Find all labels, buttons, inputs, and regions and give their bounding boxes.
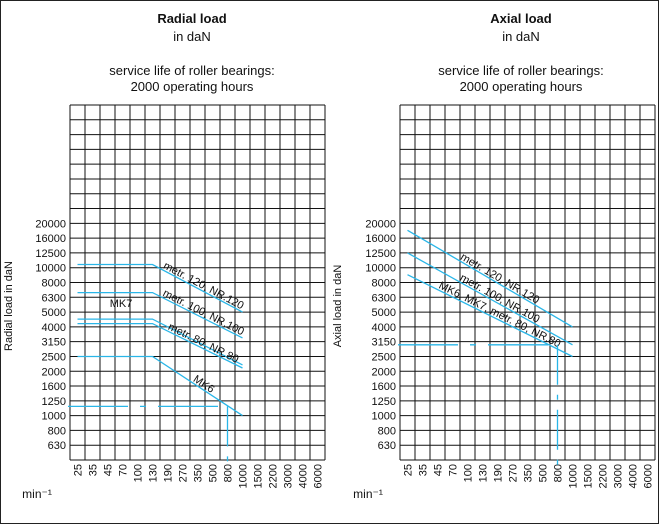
- x-axis-unit-label: min⁻¹: [353, 487, 383, 501]
- series-line: [77, 322, 243, 369]
- chart-grid: [399, 104, 656, 461]
- x-tick-label: 1000: [238, 464, 250, 488]
- series-line: [407, 252, 573, 346]
- chart-subtitle-hours: 2000 operating hours: [131, 79, 254, 94]
- chart-subtitle-life: service life of roller bearings:: [109, 63, 274, 78]
- x-tick-label: 130: [478, 464, 490, 482]
- chart-title: Axial load: [490, 11, 551, 26]
- x-tick-label: 500: [208, 464, 220, 482]
- y-tick-label: 800: [48, 425, 66, 437]
- series-line: [407, 229, 573, 328]
- y-tick-label: 8000: [42, 278, 66, 290]
- x-tick-label: 4000: [298, 464, 310, 488]
- x-tick-label: 800: [223, 464, 235, 482]
- x-tick-label: 2200: [598, 464, 610, 488]
- x-tick-label: 100: [133, 464, 145, 482]
- y-tick-label: 1250: [42, 396, 66, 408]
- y-tick-label: 3150: [372, 337, 396, 349]
- x-tick-label: 800: [553, 464, 565, 482]
- y-tick-label: 2500: [42, 351, 66, 363]
- series-line: [407, 274, 573, 358]
- chart-subtitle-unit: in daN: [502, 29, 540, 44]
- x-tick-label: 100: [463, 464, 475, 482]
- y-tick-label: 20000: [35, 218, 66, 230]
- x-tick-label: 2200: [268, 464, 280, 488]
- x-tick-label: 6000: [313, 464, 325, 488]
- x-tick-label: 70: [118, 464, 130, 476]
- y-tick-label: 1250: [372, 396, 396, 408]
- x-tick-label: 270: [508, 464, 520, 482]
- y-tick-label: 6300: [42, 292, 66, 304]
- series-label: MK6, MK7, metr. 80, NR.80: [437, 280, 563, 351]
- y-tick-label: 630: [48, 440, 66, 452]
- x-tick-label: 70: [448, 464, 460, 476]
- y-axis-label: Axial load in daN: [332, 265, 344, 348]
- series-line: [77, 291, 243, 339]
- x-tick-label: 45: [433, 464, 445, 476]
- y-tick-label: 1000: [372, 411, 396, 423]
- chart-panel-radial: Radial load in daN service life of roller …: [3, 11, 326, 501]
- x-axis-unit-label: min⁻¹: [22, 487, 52, 501]
- chart-panel-axial: Axial load in daN service life of roller b…: [332, 11, 656, 501]
- x-tick-label: 190: [163, 464, 175, 482]
- y-tick-label: 5000: [372, 307, 396, 319]
- y-tick-label: 16000: [365, 233, 396, 245]
- y-tick-label: 4000: [372, 322, 396, 334]
- y-tick-label: 5000: [42, 307, 66, 319]
- y-tick-label: 1600: [42, 381, 66, 393]
- x-tick-label: 350: [523, 464, 535, 482]
- x-tick-label: 130: [148, 464, 160, 482]
- chart-subtitle-life: service life of roller bearings:: [438, 63, 603, 78]
- x-tick-label: 3000: [283, 464, 295, 488]
- y-tick-label: 800: [378, 425, 396, 437]
- y-axis-label: Radial load in daN: [3, 261, 15, 351]
- series-line: [77, 263, 243, 313]
- y-tick-label: 630: [378, 440, 396, 452]
- y-tick-label: 10000: [365, 263, 396, 275]
- x-tick-label: 6000: [643, 464, 655, 488]
- y-tick-label: 2500: [372, 351, 396, 363]
- x-tick-label: 1000: [568, 464, 580, 488]
- y-tick-label: 12500: [365, 248, 396, 260]
- y-tick-label: 2000: [372, 366, 396, 378]
- x-tick-label: 4000: [628, 464, 640, 488]
- x-tick-label: 25: [403, 464, 415, 476]
- chart-title: Radial load: [157, 11, 226, 26]
- series-label: MK6: [191, 373, 216, 395]
- series-label: MK7: [110, 298, 133, 310]
- x-tick-label: 35: [88, 464, 100, 476]
- x-tick-label: 1500: [253, 464, 265, 488]
- y-tick-label: 3150: [42, 337, 66, 349]
- x-tick-label: 45: [103, 464, 115, 476]
- y-tick-label: 4000: [42, 322, 66, 334]
- y-tick-label: 10000: [35, 263, 66, 275]
- y-tick-label: 8000: [372, 278, 396, 290]
- chart-subtitle-hours: 2000 operating hours: [460, 79, 583, 94]
- series-line: [77, 355, 243, 417]
- series-line: [77, 318, 243, 366]
- y-tick-label: 12500: [35, 248, 66, 260]
- y-tick-label: 2000: [42, 366, 66, 378]
- x-tick-label: 1500: [583, 464, 595, 488]
- chart-subtitle-unit: in daN: [173, 29, 211, 44]
- x-tick-label: 190: [493, 464, 505, 482]
- x-tick-label: 25: [73, 464, 85, 476]
- y-tick-label: 1000: [42, 411, 66, 423]
- x-tick-label: 500: [538, 464, 550, 482]
- y-tick-label: 16000: [35, 233, 66, 245]
- x-tick-label: 270: [178, 464, 190, 482]
- y-tick-label: 1600: [372, 381, 396, 393]
- x-tick-label: 35: [418, 464, 430, 476]
- y-tick-label: 6300: [372, 292, 396, 304]
- x-tick-label: 350: [193, 464, 205, 482]
- y-tick-label: 20000: [365, 218, 396, 230]
- x-tick-label: 3000: [613, 464, 625, 488]
